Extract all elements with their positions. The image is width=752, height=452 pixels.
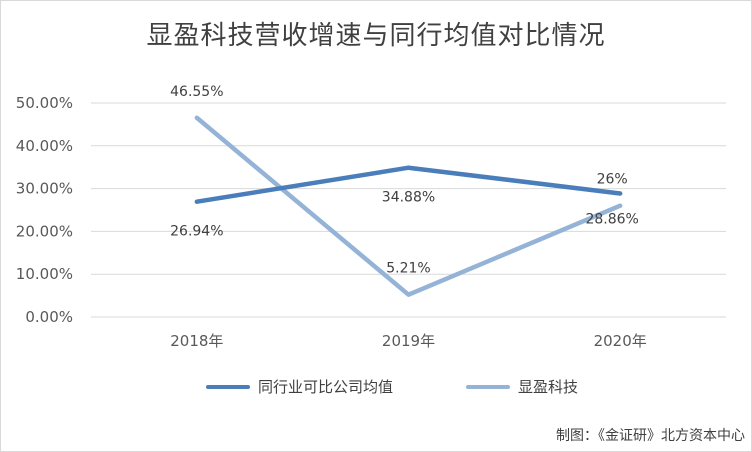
x-tick-label: 2020年 <box>594 332 647 350</box>
y-tick-label: 30.00% <box>16 180 73 198</box>
legend-item-industry-average: 同行业可比公司均值 <box>206 376 393 397</box>
legend-swatch-industry-average <box>206 384 250 389</box>
chart-credit: 制图：《金证研》北方资本中心 <box>556 428 745 444</box>
x-tick-label: 2018年 <box>170 332 223 350</box>
data-label: 26% <box>597 172 628 188</box>
legend-swatch-xianying <box>466 384 510 389</box>
legend-label-xianying: 显盈科技 <box>518 378 579 396</box>
x-tick-label: 2019年 <box>382 332 435 350</box>
legend-item-xianying: 显盈科技 <box>466 376 578 397</box>
y-tick-label: 50.00% <box>16 94 73 112</box>
y-tick-label: 10.00% <box>16 265 73 283</box>
y-tick-label: 40.00% <box>16 137 73 155</box>
data-label: 46.55% <box>170 84 223 100</box>
data-label: 26.94% <box>170 224 223 240</box>
data-label: 34.88% <box>382 190 435 206</box>
y-tick-label: 20.00% <box>16 222 73 240</box>
y-tick-label: 0.00% <box>25 308 73 326</box>
legend-label-industry-average: 同行业可比公司均值 <box>258 378 394 396</box>
chart-title: 显盈科技营收增速与同行均值对比情况 <box>146 21 606 51</box>
data-label: 28.86% <box>585 211 638 227</box>
data-label: 5.21% <box>386 261 430 277</box>
chart-legend: 同行业可比公司均值 显盈科技 <box>1 376 751 400</box>
